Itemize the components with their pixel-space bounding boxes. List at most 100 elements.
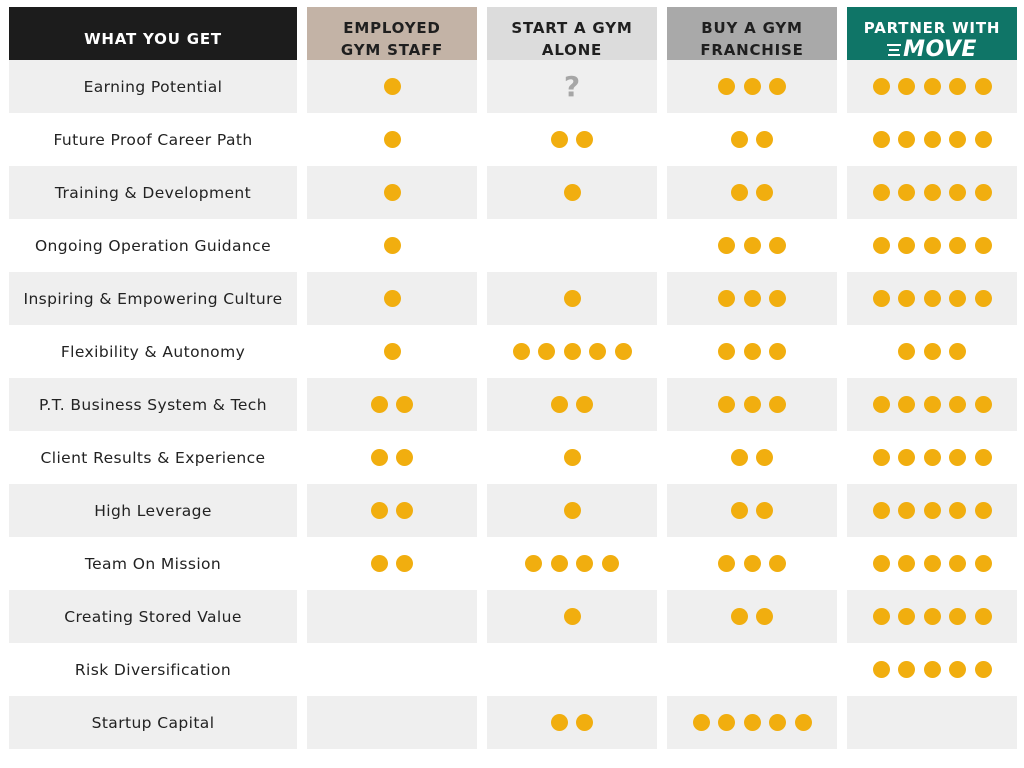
rating-dots [898,343,966,360]
rating-dot-icon [576,396,594,413]
rating-cell-start-alone [487,643,657,696]
rating-dots [563,290,581,307]
rating-dot-icon [730,502,748,519]
rating-dot-icon [383,343,401,360]
rating-dot-icon [743,714,761,731]
rating-dot-icon [743,343,761,360]
rating-dot-icon [370,555,388,572]
rating-dot-icon [898,502,915,519]
rating-dot-icon [923,290,941,307]
rating-dots [383,131,401,148]
rating-cell-start-alone [487,378,657,431]
rating-dot-icon [923,555,941,572]
rating-dot-icon [872,184,890,201]
rating-dot-icon [872,131,890,148]
rating-dots [718,290,786,307]
rating-dot-icon [512,343,530,360]
rating-cell-franchise [667,166,837,219]
header-partner-line1: PARTNER WITH [863,19,1001,37]
rating-dot-icon [872,661,890,678]
rating-dot-icon [974,502,992,519]
rating-cell-franchise [667,325,837,378]
rating-dot-icon [550,555,568,572]
row-label: Team On Mission [9,537,297,590]
rating-cell-move [847,325,1017,378]
rating-cell-franchise [667,219,837,272]
rating-dots [512,343,632,360]
rating-dot-icon [898,449,915,466]
rating-dot-icon [898,343,915,360]
rating-cell-employed [307,431,477,484]
rating-dots [872,449,992,466]
rating-cell-employed [307,272,477,325]
rating-cell-move [847,272,1017,325]
rating-dot-icon [949,343,966,360]
rating-dots [718,343,786,360]
rating-dot-icon [743,396,761,413]
rating-dot-icon [563,184,581,201]
rating-dot-icon [949,237,966,254]
rating-dot-icon [383,131,401,148]
rating-dots [525,555,619,572]
rating-cell-franchise [667,272,837,325]
rating-dots [872,396,992,413]
row-label-text: Flexibility & Autonomy [60,342,246,361]
rating-dot-icon [730,608,748,625]
rating-dot-icon [923,184,941,201]
rating-dots [872,555,992,572]
rating-cell-move [847,590,1017,643]
rating-cell-move [847,60,1017,113]
rating-dots [872,290,992,307]
rating-cell-employed [307,643,477,696]
rating-dots [718,555,786,572]
rating-cell-employed [307,590,477,643]
rating-dot-icon [974,237,992,254]
rating-cell-employed [307,113,477,166]
rating-cell-franchise [667,537,837,590]
row-label: Client Results & Experience [9,431,297,484]
row-label-text: Creating Stored Value [64,607,242,626]
rating-dot-icon [718,343,735,360]
rating-cell-start-alone [487,219,657,272]
rating-dot-icon [898,237,915,254]
rating-dot-icon [923,661,941,678]
rating-cell-franchise [667,696,837,749]
rating-dot-icon [898,290,915,307]
rating-cell-start-alone [487,537,657,590]
rating-dot-icon [563,290,581,307]
rating-dot-icon [923,449,941,466]
row-label-text: Training & Development [54,183,252,202]
rating-dot-icon [949,608,966,625]
rating-dot-icon [872,78,890,95]
rating-dot-icon [898,184,915,201]
rating-dots [550,396,594,413]
rating-cell-employed [307,219,477,272]
rating-cell-employed [307,378,477,431]
header-employed-line1: EMPLOYED [343,19,441,37]
rating-dot-icon [730,449,748,466]
rating-dot-icon [396,502,414,519]
row-label: Startup Capital [9,696,297,749]
rating-cell-franchise [667,643,837,696]
rating-cell-start-alone [487,113,657,166]
rating-dot-icon [576,131,594,148]
rating-cell-move [847,537,1017,590]
rating-dot-icon [550,131,568,148]
header-start-line1: START A GYM [511,19,633,37]
rating-dot-icon [872,290,890,307]
rating-dot-icon [974,131,992,148]
rating-dot-icon [730,184,748,201]
rating-dots [383,78,401,95]
row-label: High Leverage [9,484,297,537]
rating-dot-icon [769,555,786,572]
rating-dot-icon [718,237,735,254]
rating-cell-start-alone [487,166,657,219]
rating-dot-icon [370,396,388,413]
rating-dot-icon [538,343,555,360]
rating-dots [730,184,774,201]
rating-dot-icon [974,290,992,307]
rating-cell-move [847,113,1017,166]
rating-dot-icon [769,290,786,307]
row-label-text: Startup Capital [91,713,215,732]
rating-dot-icon [794,714,812,731]
